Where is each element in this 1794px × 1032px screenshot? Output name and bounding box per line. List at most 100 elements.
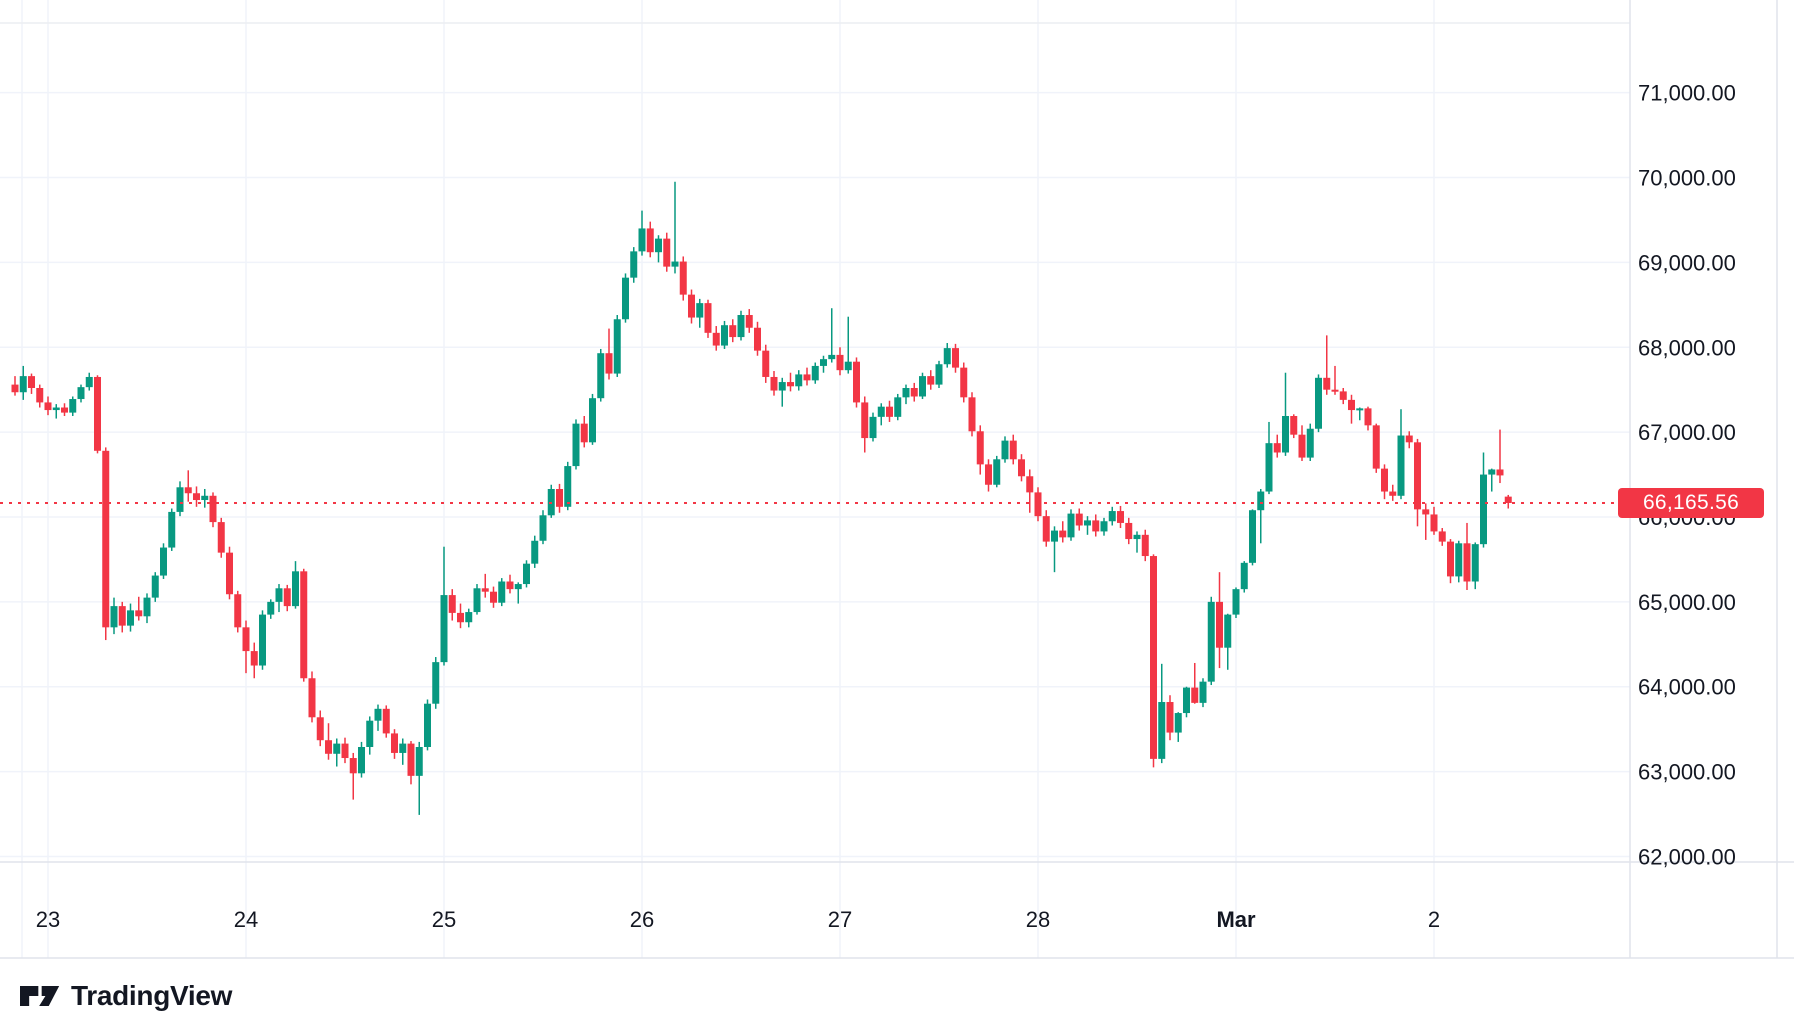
candle-body	[589, 398, 596, 443]
candle-body	[1249, 510, 1256, 563]
tradingview-logo-link[interactable]: TradingView	[20, 980, 232, 1012]
candle-body	[1034, 492, 1042, 517]
candle-body	[308, 678, 316, 718]
price-axis-label: 63,000.00	[1638, 760, 1736, 785]
candle-body	[44, 402, 52, 411]
candle-body	[391, 733, 398, 753]
candle-body	[1026, 476, 1034, 493]
candle-body	[333, 743, 341, 754]
candle-body	[143, 597, 151, 617]
candle-wick	[1326, 335, 1328, 395]
candle-body	[886, 406, 893, 417]
candle-body	[556, 488, 563, 507]
candle-body	[341, 743, 349, 759]
candle-body	[19, 376, 27, 393]
candle-body	[1166, 702, 1174, 733]
candle-body	[217, 522, 225, 553]
candle-body	[729, 325, 737, 338]
candle-body	[663, 238, 671, 267]
candle-body	[77, 387, 85, 400]
candle-body	[523, 563, 530, 585]
candle-wick	[831, 308, 833, 363]
candle-body	[250, 651, 258, 666]
candle-body	[1174, 713, 1182, 733]
time-axis[interactable]: 23 24 25 26 27 28 Mar 2	[36, 907, 1440, 932]
candle-wick	[1053, 526, 1056, 573]
price-axis-label: 64,000.00	[1638, 675, 1736, 700]
candle-body	[94, 376, 101, 451]
candle-body	[1257, 491, 1265, 511]
candle-body	[770, 376, 778, 391]
candle-body	[828, 354, 836, 360]
candle-wick	[1499, 429, 1501, 484]
candle-body	[300, 571, 308, 679]
candle-body	[679, 261, 687, 295]
candle-body	[1504, 496, 1512, 503]
candle-body	[382, 708, 390, 734]
candle-body	[910, 387, 918, 397]
candle-body	[415, 746, 423, 776]
candle-body	[259, 614, 266, 666]
candle-body	[531, 540, 539, 564]
candle-body	[1397, 435, 1405, 496]
candle-body	[985, 464, 992, 485]
candle-body	[193, 493, 200, 501]
candle-body	[1447, 541, 1454, 577]
candle-wick	[1136, 531, 1138, 553]
candle-body	[1009, 440, 1017, 460]
candle-body	[1075, 513, 1083, 526]
candle-body	[424, 703, 431, 747]
candle-body	[168, 511, 176, 548]
candle-body	[1141, 534, 1149, 557]
candle-body	[1042, 516, 1050, 542]
candle-body	[1191, 687, 1199, 703]
candle-body	[877, 406, 885, 417]
candle-body	[836, 354, 844, 371]
candle-wick	[484, 573, 486, 598]
candle-wick	[781, 377, 783, 407]
candle-body	[993, 459, 1001, 485]
candle-body	[1125, 522, 1133, 540]
candle-body	[630, 251, 638, 278]
candle-body	[1273, 443, 1281, 453]
time-axis-label: 28	[1026, 907, 1050, 932]
candle-body	[613, 319, 621, 374]
candle-wick	[1491, 468, 1493, 492]
candle-body	[919, 376, 926, 397]
candle-body	[1265, 443, 1273, 492]
candle-body	[580, 423, 588, 443]
candle-body	[1018, 459, 1025, 477]
candle-body	[745, 315, 753, 328]
axis-borders	[0, 0, 1794, 959]
candle-body	[1207, 601, 1215, 682]
candle-body	[399, 743, 407, 753]
candle-body	[102, 450, 110, 628]
candles	[11, 181, 1512, 815]
candle-body	[844, 361, 852, 371]
candle-body	[803, 374, 811, 381]
candle-body	[811, 365, 819, 381]
candle-body	[160, 547, 167, 576]
candle-wick	[55, 404, 57, 419]
candle-body	[1158, 702, 1166, 759]
candle-body	[1150, 556, 1157, 759]
price-axis-label: 68,000.00	[1638, 335, 1736, 360]
candle-wick	[1284, 372, 1287, 456]
candle-body	[1092, 520, 1100, 532]
candle-wick	[1334, 365, 1336, 395]
time-axis-label: 2	[1428, 907, 1440, 932]
time-axis-label: Mar	[1216, 907, 1256, 932]
price-axis-label: 71,000.00	[1638, 81, 1736, 106]
candle-body	[1108, 511, 1116, 522]
price-axis[interactable]: 71,000.00 70,000.00 69,000.00 68,000.00 67,0…	[1638, 81, 1736, 870]
candle-body	[118, 606, 126, 626]
candle-body	[151, 575, 159, 598]
time-axis-label: 26	[630, 907, 654, 932]
candle-body	[465, 612, 473, 623]
candle-body	[1232, 589, 1240, 615]
candle-body	[349, 758, 357, 774]
candle-body	[787, 382, 794, 387]
candle-body	[432, 662, 440, 704]
candle-body	[1496, 469, 1504, 476]
